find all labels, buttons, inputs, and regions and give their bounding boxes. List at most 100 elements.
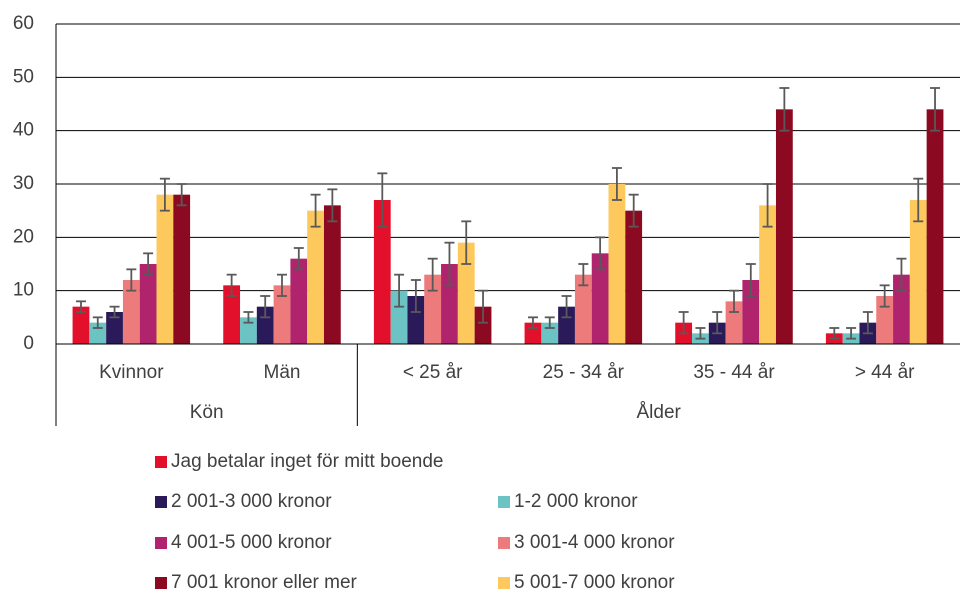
error-bar [427,257,438,292]
bar [441,264,458,344]
error-bar [729,289,739,313]
legend-swatch [155,577,167,589]
error-bar [243,311,254,324]
bar [173,194,191,344]
error-bar [159,177,170,212]
error-bar [327,188,338,223]
bar [307,210,324,344]
legend-swatch [155,456,167,468]
error-bar [461,220,472,265]
error-bar [745,263,756,297]
legend-label: 7 001 kronor eller mer [171,572,358,591]
error-bar [628,193,639,228]
bar [373,200,391,344]
bar [273,285,291,344]
bar [591,253,609,344]
legend-label: 1-2 000 kronor [514,491,638,512]
x-tick-label: 25 - 34 år [543,362,625,383]
error-bar [829,327,840,340]
legend-label: 3 001-4 000 kronor [514,532,675,553]
y-tick-label: 30 [13,173,34,194]
legend-swatch [498,577,510,589]
x-tick-label: > 44 år [855,362,915,383]
group-label: Ålder [636,402,681,423]
x-tick-label: Män [264,362,301,383]
bar [72,306,90,344]
error-bar [260,295,271,319]
error-bar [762,183,773,228]
error-bar [75,300,86,313]
error-bar [879,284,890,308]
legend-label: Jag betalar inget för mitt boende [171,451,444,472]
error-bar [377,172,388,228]
error-bar [779,87,790,132]
x-tick-label: < 25 år [403,362,463,383]
legend-swatch [498,496,510,508]
error-bar [930,87,941,132]
error-bar [527,316,538,329]
bar [926,109,944,344]
x-tick-label: Kvinnor [99,362,164,383]
y-tick-label: 60 [13,13,34,34]
bar [608,184,626,344]
error-bar [394,273,405,308]
error-bar [310,193,321,228]
bar [574,274,592,344]
bar [122,280,140,344]
y-tick-label: 0 [23,333,34,354]
error-bar [846,327,857,340]
error-bar [712,311,723,335]
bar [223,285,241,344]
error-bar [410,279,421,313]
bar [390,290,408,344]
error-bar [277,273,287,297]
bar [775,109,793,344]
bar [407,296,425,344]
bar [290,258,308,344]
error-bar [92,316,103,329]
y-tick-label: 20 [13,226,34,247]
bar [457,242,475,344]
bar [139,264,157,344]
error-bar [862,311,873,335]
legend-swatch [498,537,510,549]
error-bar [611,167,622,201]
y-tick-label: 40 [13,120,34,141]
error-bar [444,241,455,287]
error-bar [896,257,907,292]
bar [474,306,492,344]
legend-swatch [155,496,167,508]
bar [893,274,910,344]
error-bar [176,183,187,207]
error-bar [293,247,304,271]
error-bar [109,305,120,319]
bar [909,200,927,344]
error-bar [143,252,154,276]
bar [323,205,341,344]
error-bar [913,177,924,223]
error-bar [578,263,589,287]
bar [759,205,776,344]
bar [625,210,643,344]
error-bar [126,268,137,292]
error-bar [595,236,606,271]
x-tick-label: 35 - 44 år [693,362,775,383]
error-bar [695,327,706,340]
bar [156,194,174,344]
legend-label: 5 001-7 000 kronor [514,572,675,591]
bar [876,296,894,344]
bar [240,317,257,344]
error-bar [544,316,555,329]
bar [106,312,123,344]
bar [558,306,575,344]
bar [424,274,442,344]
legend-label: 4 001-5 000 kronor [171,532,332,553]
legend-label: 2 001-3 000 kronor [171,491,332,512]
error-bar [678,311,689,335]
legend-swatch [155,537,167,549]
bar [256,306,274,344]
group-label: Kön [190,402,224,423]
error-bar [478,289,489,324]
error-bar [226,273,237,297]
